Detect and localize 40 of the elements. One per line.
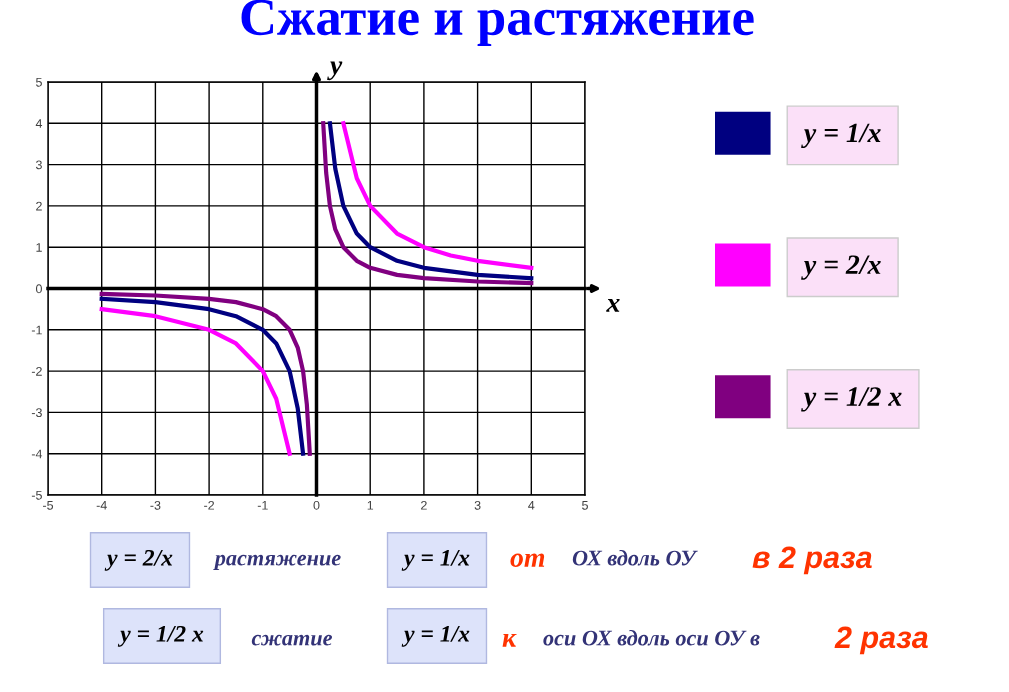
text: от — [510, 553, 545, 567]
x-tick-label: 2 — [421, 500, 427, 510]
y-tick-label: 4 — [35, 119, 43, 128]
y-tick-label: -5 — [31, 490, 42, 500]
text: y = 1/x — [401, 550, 470, 571]
text: оси ОХ вдоль оси ОУ в — [543, 629, 760, 646]
text: ОХ вдоль ОУ — [572, 549, 698, 566]
chart-title: Сжатие и растяжение — [241, 0, 754, 46]
x-tick-label: 1 — [367, 501, 374, 510]
legend-label: y = 1/x — [801, 123, 881, 149]
y-tick-label: -2 — [31, 366, 42, 376]
x-tick-label: -3 — [150, 500, 161, 510]
legend-label: y = 2/x — [801, 255, 881, 280]
x-axis-title: x — [606, 298, 620, 312]
x-tick-label: -4 — [96, 501, 107, 510]
text: в 2 раза — [752, 546, 872, 575]
x-tick-label: -1 — [257, 501, 268, 510]
text: к — [502, 633, 517, 647]
y-tick-label: 3 — [35, 160, 42, 170]
y-axis-title: y — [327, 61, 343, 81]
y-tick-label: -3 — [31, 408, 42, 418]
y-tick-label: -1 — [31, 325, 42, 335]
y-tick-label: -4 — [31, 449, 43, 459]
x-tick-label: 4 — [528, 501, 535, 510]
y-tick-label: 0 — [35, 284, 42, 294]
text: 2 раза — [834, 626, 928, 655]
text: растяжение — [213, 554, 341, 571]
x-tick-label: 3 — [474, 500, 481, 510]
y-tick-label: 1 — [36, 243, 42, 252]
text: y = 2/x — [104, 549, 173, 571]
legend-label: y = 1/2 x — [801, 387, 902, 412]
x-tick-label: 0 — [313, 500, 320, 510]
text: сжатие — [251, 634, 333, 646]
text: y = 1/x — [401, 626, 470, 647]
x-tick-label: -2 — [204, 500, 215, 510]
y-tick-label: 2 — [36, 201, 42, 211]
text: y = 1/2 x — [117, 625, 204, 647]
x-tick-label: -5 — [43, 501, 54, 510]
y-tick-label: 5 — [35, 77, 42, 87]
x-tick-label: 5 — [582, 501, 588, 510]
